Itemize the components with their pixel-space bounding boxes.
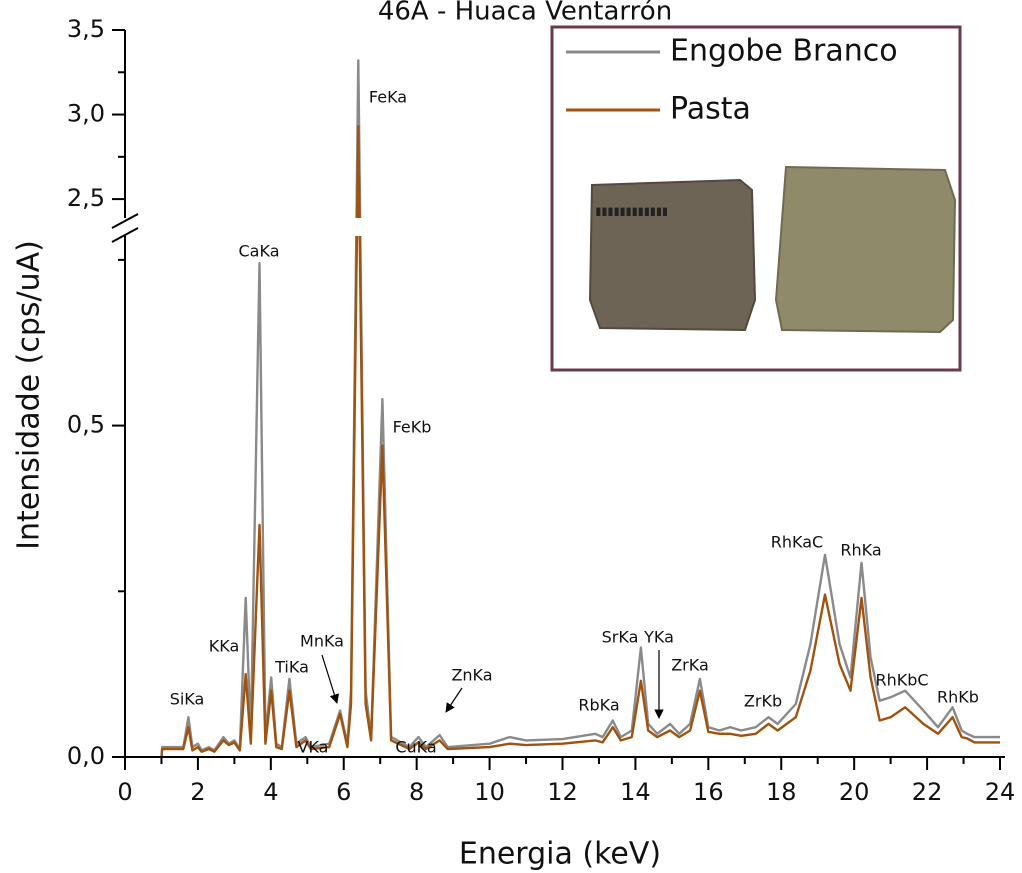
x-tick-label: 22 [912,778,943,806]
x-tick-label: 20 [839,778,870,806]
series-line [160,59,1000,758]
peak-label: FeKa [369,88,407,107]
x-tick-label: 8 [409,778,424,806]
legend-label: Engobe Branco [670,34,898,69]
x-tick-label: 4 [263,778,278,806]
axis-break-mark [111,213,139,229]
peak-label: RbKa [578,696,619,715]
peak-label: CaKa [239,242,280,261]
peak-label: RhKb [937,688,979,707]
x-tick-label: 2 [190,778,205,806]
peak-label: ZnKa [451,666,492,685]
x-axis-title: Energia (keV) [459,837,661,872]
sherd-inscription: ▮▮▮▮▮▮▮▮▮▮▮▮ [595,206,668,219]
peak-label: TiKa [274,658,309,677]
peak-arrow [445,687,463,713]
y-tick-label: 0,0 [67,742,105,770]
series-line [160,125,1000,758]
x-tick-label: 10 [474,778,505,806]
axis-break-mark [111,227,139,243]
x-tick-label: 12 [547,778,578,806]
y-tick-label: 3,5 [67,15,105,43]
peak-label: SrKa [602,628,639,647]
y-tick-label: 3,0 [67,100,105,128]
x-tick-label: 18 [766,778,797,806]
peak-label: YKa [643,628,674,647]
x-tick-label: 16 [693,778,724,806]
sherd-photo [588,178,757,332]
peak-arrow [321,654,340,704]
peak-label: RhKbC [875,671,928,690]
y-tick-label: 0,5 [67,411,105,439]
peak-label: ZrKa [671,656,709,675]
y-tick-label: 2,5 [67,184,105,212]
plot-area [160,59,1000,758]
legend-inset: ▮▮▮▮▮▮▮▮▮▮▮▮ [550,25,962,372]
peak-label: RhKa [840,541,881,560]
peak-label: ZrKb [744,692,782,711]
peak-label: MnKa [300,632,344,651]
y-axis-title: Intensidade (cps/uA) [12,240,47,550]
legend-label: Pasta [670,92,751,127]
chart-title: 46A - Huaca Ventarrón [378,0,672,27]
x-tick-label: 0 [117,778,132,806]
peak-label: CuKa [395,738,436,757]
peak-label: FeKb [393,418,432,437]
peak-label: KKa [209,637,240,656]
peak-label: VKa [298,738,329,757]
peak-label: SiKa [170,690,205,709]
x-tick-label: 6 [336,778,351,806]
x-tick-label: 14 [620,778,651,806]
sherd-photo [774,165,957,334]
x-tick-label: 24 [985,778,1016,806]
peak-label: RhKaC [771,533,823,552]
